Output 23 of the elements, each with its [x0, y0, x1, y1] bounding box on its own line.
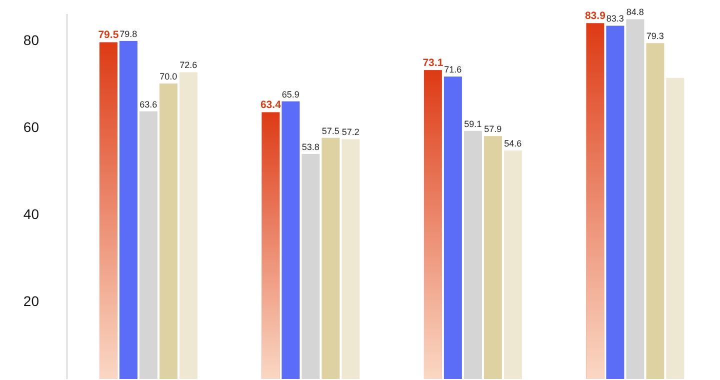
- data-label: 83.3: [606, 14, 624, 24]
- data-label: 57.9: [484, 124, 502, 134]
- data-label: 79.8: [120, 28, 138, 39]
- data-label: 84.8: [626, 7, 644, 18]
- y-tick-label: 60: [23, 118, 40, 135]
- data-label: 79.5: [98, 29, 119, 42]
- data-label: 59.1: [464, 118, 482, 129]
- data-label: 63.4: [260, 99, 282, 112]
- data-label: 72.6: [180, 60, 198, 70]
- data-label: 83.9: [584, 10, 606, 22]
- data-label: 54.6: [504, 138, 522, 148]
- data-label: 63.6: [140, 99, 158, 110]
- data-label: 70.0: [160, 72, 178, 82]
- data-label: 53.8: [302, 142, 320, 152]
- data-label: 79.3: [646, 31, 664, 42]
- data-label: 57.5: [322, 126, 340, 136]
- data-label: 65.9: [282, 89, 300, 100]
- y-tick-label: 80: [23, 32, 40, 48]
- y-tick-label: 40: [23, 206, 40, 222]
- y-tick-label: 20: [23, 292, 40, 309]
- data-label: 71.6: [444, 64, 462, 75]
- data-label: 73.1: [422, 57, 444, 70]
- data-label: 57.2: [342, 127, 360, 138]
